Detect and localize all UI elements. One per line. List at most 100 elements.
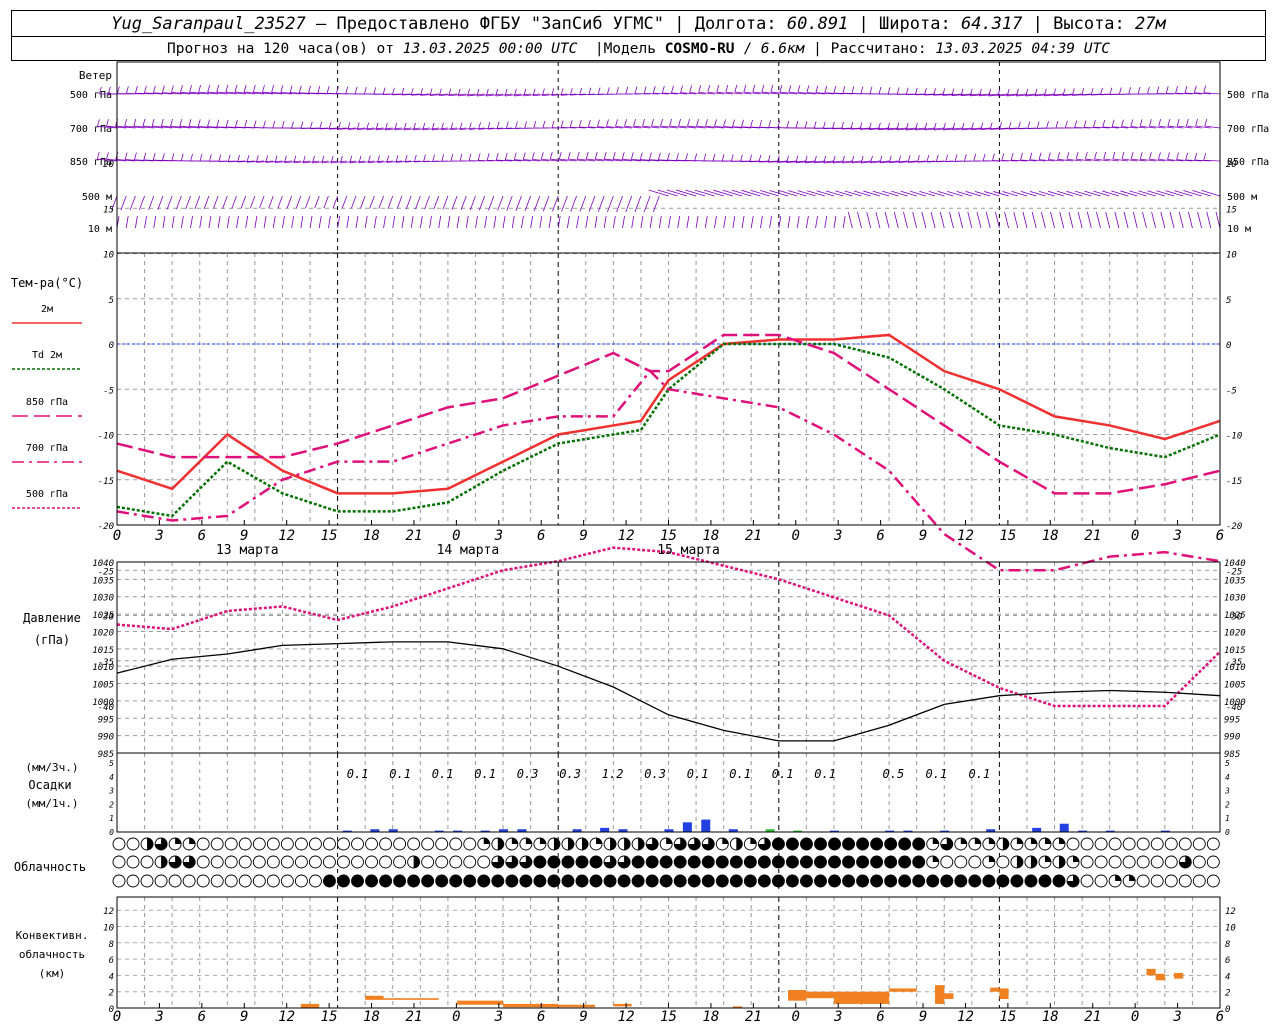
cloud-symbol	[308, 874, 322, 888]
wind-barb	[877, 122, 881, 130]
wind-barb	[603, 151, 607, 160]
x-tick-label: 15	[999, 528, 1016, 544]
wind-barb	[579, 87, 582, 96]
wind-barb	[496, 121, 500, 130]
wind-barb	[657, 189, 678, 197]
pressure-panel: Давление (гПа)	[23, 611, 1221, 742]
wind-barb	[502, 215, 506, 229]
wind-barb	[1197, 211, 1203, 229]
model-resolution: 6.6км	[760, 40, 805, 57]
cloud-symbol	[533, 874, 547, 888]
cloud-symbol	[519, 874, 533, 888]
cloud-symbol	[673, 874, 687, 888]
cloud-symbol	[870, 855, 884, 869]
y-tick-label: 12	[1225, 907, 1236, 917]
wind-barb	[386, 155, 390, 163]
wind-barb	[106, 152, 109, 160]
cloud-symbol	[575, 855, 589, 869]
wind-barb	[253, 91, 274, 95]
wind-barb	[1029, 159, 1046, 162]
wind-barb	[405, 160, 421, 163]
wind-barb	[561, 127, 577, 129]
precip-bar	[370, 829, 380, 832]
wind-barb	[1022, 211, 1028, 229]
wind-barb	[1057, 152, 1060, 160]
wind-barb	[459, 122, 463, 130]
cloud-fraction	[511, 838, 518, 844]
y-tick-label: 1000	[92, 698, 114, 708]
wind-barb	[256, 160, 274, 163]
cloud-symbol	[884, 837, 898, 851]
wind-barb	[787, 215, 791, 229]
wind-barb	[1094, 158, 1110, 162]
wind-barb	[153, 85, 156, 93]
wind-barb	[392, 87, 395, 95]
wind-barb	[999, 122, 1002, 130]
cloud-symbol	[280, 837, 294, 851]
wind-barb	[1027, 121, 1031, 129]
wind-barb	[576, 215, 579, 229]
cloud-fraction	[750, 838, 757, 844]
wind-barb	[954, 154, 958, 162]
wind-barb	[824, 215, 828, 229]
wind-barb	[217, 215, 221, 229]
wind-barb	[450, 127, 467, 131]
precip-bar	[1078, 830, 1088, 832]
wind-barb	[841, 121, 844, 130]
wind-barb	[188, 119, 192, 127]
wind-barb	[346, 215, 350, 229]
wind-barb	[761, 84, 765, 93]
wind-barb	[476, 93, 494, 97]
wind-barb	[441, 122, 444, 130]
wind-barb	[1020, 191, 1037, 197]
y-tick-label: 4	[109, 972, 114, 982]
wind-barb	[644, 93, 660, 95]
y-tick-label: 10	[1226, 251, 1237, 261]
cloud-symbol	[1192, 874, 1206, 888]
wind-barb	[640, 159, 660, 162]
wind-barb	[153, 215, 157, 229]
cloud-symbol	[701, 855, 715, 869]
wind-barb	[622, 215, 625, 229]
wind-barb	[515, 121, 518, 129]
wind-barb	[1038, 190, 1055, 197]
precip-3h-label: 0.3	[644, 767, 666, 781]
wind-barb	[585, 151, 589, 160]
wind-barb	[723, 215, 727, 229]
wind-barb	[448, 88, 452, 96]
wind-barb	[669, 125, 687, 129]
wind-barb	[1184, 92, 1202, 95]
y-tick-label: 3	[1224, 787, 1230, 796]
wind-barb	[152, 152, 156, 161]
wind-barb	[1167, 159, 1184, 162]
wind-barb	[1114, 211, 1120, 229]
cloud-symbol	[645, 874, 659, 888]
wind-barb	[667, 152, 670, 161]
wind-barb	[649, 159, 669, 162]
wind-barb	[896, 87, 900, 95]
cloud-symbol	[463, 855, 477, 869]
wind-barb	[689, 92, 706, 95]
cloud-symbol	[449, 855, 463, 869]
convective-bar	[365, 995, 384, 1000]
y-tick-label: 8	[1225, 940, 1230, 950]
wind-barb	[541, 158, 559, 162]
wind-barb	[157, 195, 164, 210]
wind-barb	[814, 155, 817, 164]
wind-barb	[433, 195, 440, 210]
wind-barb	[138, 195, 145, 211]
wind-barb	[318, 215, 322, 229]
y-tick-label: -35	[1226, 658, 1242, 668]
wind-barb	[1100, 87, 1103, 95]
cloud-symbol	[294, 837, 308, 851]
wind-barb	[190, 215, 193, 229]
wind-barb	[1011, 159, 1027, 162]
convective-panel: Конвективн. облачность (км)	[16, 929, 1184, 1008]
wind-barb	[649, 215, 653, 229]
wind-barb	[1184, 85, 1188, 94]
wind-barb	[298, 85, 302, 93]
cloud-symbol	[687, 855, 701, 869]
cloud-symbol	[828, 837, 841, 851]
wind-barb	[634, 195, 642, 213]
cloud-symbol	[533, 855, 547, 869]
